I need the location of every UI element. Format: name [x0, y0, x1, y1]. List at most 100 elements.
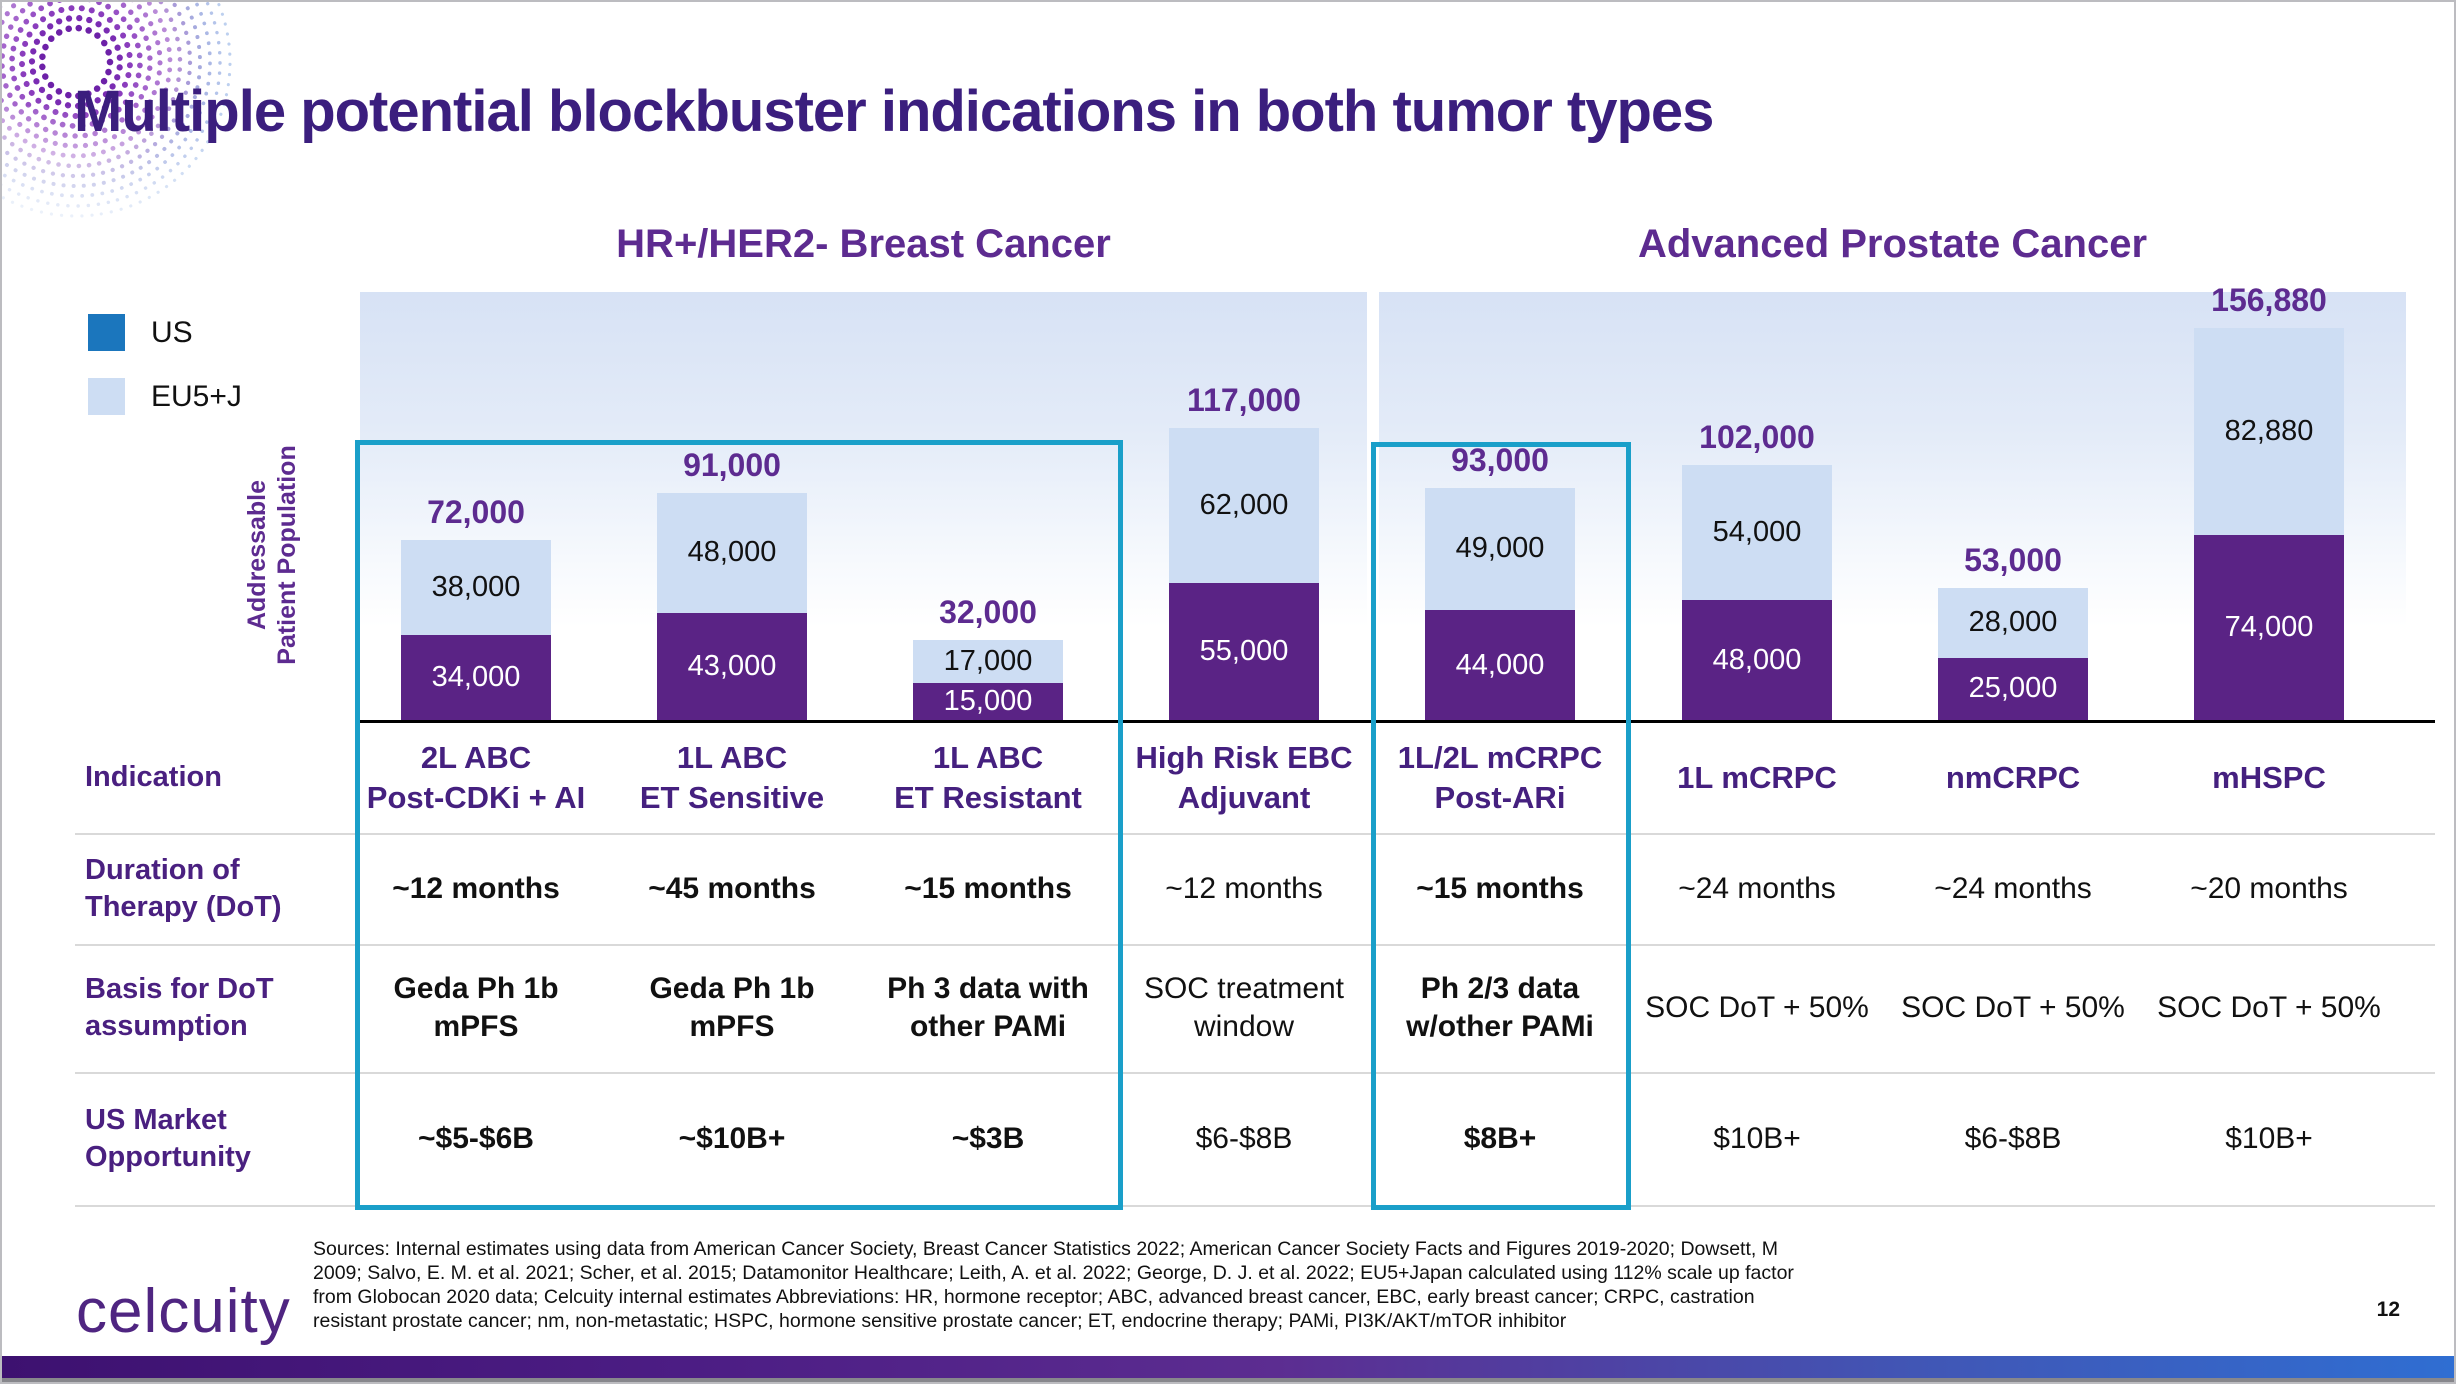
bar-segment-eu5j: 28,000	[1938, 587, 2088, 658]
table-cell: SOC DoT + 50%	[1901, 991, 2125, 1024]
dotted-swirl-decoration	[0, 0, 252, 242]
us-legend-swatch	[88, 314, 125, 351]
bar-segment-eu5j: 48,000	[657, 492, 807, 613]
section-header-breast-cancer: HR+/HER2- Breast Cancer	[616, 222, 1111, 266]
eu5j-value-label: 62,000	[1199, 488, 1289, 521]
table-row-label: US Market Opportunity	[85, 1103, 251, 1173]
table-row-divider	[75, 1205, 2435, 1207]
page-number: 12	[2376, 1298, 2400, 1321]
bar-segment-us: 44,000	[1425, 610, 1575, 720]
table-cell: High Risk EBC Adjuvant	[1135, 739, 1353, 815]
us-value-label: 25,000	[1968, 672, 2058, 705]
table-cell: Ph 2/3 data w/other PAMi	[1406, 972, 1594, 1043]
eu5j-value-label: 28,000	[1968, 606, 2058, 638]
table-cell: Geda Ph 1b mPFS	[649, 972, 815, 1043]
bar-segment-us: 74,000	[2194, 535, 2344, 720]
table-row-label: Basis for DoT assumption	[85, 973, 274, 1042]
bar-segment-eu5j: 54,000	[1682, 465, 1832, 600]
sources-line: resistant prostate cancer; nm, non-metas…	[313, 1310, 1567, 1332]
table-cell: $10B+	[1713, 1121, 1801, 1155]
table-cell: ~15 months	[904, 871, 1072, 905]
bar-segment-eu5j: 17,000	[913, 640, 1063, 683]
table-row-label: Duration of Therapy (DoT)	[85, 853, 282, 923]
table-cell: nmCRPC	[1945, 759, 2081, 795]
table-cell: SOC DoT + 50%	[2157, 991, 2381, 1024]
sources-text: Sources: Internal estimates using data f…	[313, 1237, 1794, 1333]
x-axis-line	[355, 720, 2435, 723]
table-cell: 1L ABC ET Resistant	[894, 739, 1082, 815]
table-row-divider	[75, 1072, 2435, 1074]
table-cell: ~20 months	[2190, 871, 2348, 905]
table-cell: $6-$8B	[1964, 1121, 2062, 1155]
eu5j-value-label: 38,000	[431, 571, 521, 603]
table-cell: $8B+	[1463, 1121, 1537, 1155]
table-row: US Market Opportunity ~$5-$6B ~$10B+ ~$3B $6-…	[0, 1072, 2456, 1205]
us-value-label: 44,000	[1455, 648, 1545, 681]
table-cell: ~$5-$6B	[418, 1121, 534, 1155]
table-cell: ~12 months	[392, 871, 560, 905]
table-cell: ~$3B	[951, 1121, 1025, 1155]
table-row: Indication 2L ABC Post-CDKi + AI 1L ABC ET S…	[0, 722, 2456, 833]
eu5j-value-label: 49,000	[1455, 532, 1545, 565]
bar-total-label: 102,000	[1699, 419, 1815, 455]
bar-total-label: 72,000	[427, 494, 525, 530]
table-cell: $6-$8B	[1195, 1121, 1293, 1155]
table-cell: Ph 3 data with other PAMi	[887, 972, 1089, 1043]
bar-segment-eu5j: 62,000	[1169, 427, 1319, 583]
table-cell: ~24 months	[1934, 871, 2092, 905]
table-cell: ~15 months	[1416, 871, 1584, 905]
bar-segment-us: 55,000	[1169, 582, 1319, 720]
page-title: Multiple potential blockbuster indicatio…	[74, 79, 1714, 144]
bar-segment-us: 43,000	[657, 612, 807, 720]
bar-segment-eu5j: 38,000	[401, 540, 551, 635]
table-cell: SOC DoT + 50%	[1645, 991, 1869, 1024]
bar-total-label: 93,000	[1451, 441, 1549, 478]
us-legend-label: US	[151, 315, 193, 349]
table-cell: mHSPC	[2212, 759, 2326, 795]
us-value-label: 74,000	[2224, 611, 2314, 643]
table-cell: 1L mCRPC	[1677, 759, 1837, 795]
eu5j-value-label: 48,000	[687, 536, 777, 568]
legend-item-eu5j: EU5+J	[88, 378, 242, 415]
table-row: Duration of Therapy (DoT) ~12 months ~45 mo…	[0, 833, 2456, 944]
bar-segment-eu5j: 49,000	[1425, 487, 1575, 610]
sources-line: from Globocan 2020 data; Celcuity intern…	[313, 1286, 1755, 1308]
bar-total-label: 32,000	[939, 594, 1037, 630]
table-row: Basis for DoT assumption Geda Ph 1b mPFS Ged…	[0, 944, 2456, 1072]
bar-segment-us: 25,000	[1938, 657, 2088, 720]
bar-total-label: 156,880	[2211, 281, 2327, 318]
us-value-label: 34,000	[431, 661, 521, 693]
us-value-label: 55,000	[1199, 634, 1289, 667]
legend-item-us: US	[88, 314, 242, 351]
y-axis-label: Addressable Patient Population	[243, 445, 301, 665]
table-cell: 1L/2L mCRPC Post-ARi	[1397, 739, 1603, 815]
table-cell: ~$10B+	[678, 1121, 786, 1155]
sources-line: 2009; Salvo, E. M. et al. 2021; Scher, e…	[313, 1262, 1794, 1284]
bottom-edge-strip	[0, 1378, 2456, 1384]
section-header-prostate-cancer: Advanced Prostate Cancer	[1637, 222, 2148, 266]
table-row-divider	[75, 833, 2435, 835]
us-value-label: 15,000	[943, 684, 1033, 717]
table-cell: ~12 months	[1165, 871, 1323, 905]
bar-total-label: 53,000	[1964, 541, 2062, 578]
table-cell: SOC treatment window	[1143, 972, 1345, 1043]
table-cell: $10B+	[2225, 1121, 2313, 1155]
bar-segment-us: 15,000	[913, 682, 1063, 720]
us-value-label: 43,000	[687, 649, 777, 682]
sources-line: Sources: Internal estimates using data f…	[313, 1238, 1778, 1260]
table-cell: Geda Ph 1b mPFS	[393, 972, 559, 1043]
us-value-label: 48,000	[1712, 643, 1802, 676]
table-cell: ~45 months	[648, 871, 816, 905]
eu5j-legend-label: EU5+J	[151, 379, 242, 413]
chart-legend: US EU5+J	[88, 314, 242, 442]
bar-total-label: 117,000	[1187, 381, 1301, 418]
table-row-label: Indication	[85, 761, 222, 793]
table-cell: 1L ABC ET Sensitive	[639, 739, 825, 815]
bar-total-label: 91,000	[683, 446, 781, 483]
eu5j-value-label: 82,880	[2224, 414, 2314, 447]
table-cell: ~24 months	[1678, 871, 1836, 905]
bar-segment-eu5j: 82,880	[2194, 327, 2344, 535]
celcuity-logo: celcuity	[76, 1277, 291, 1346]
eu5j-value-label: 54,000	[1712, 516, 1802, 548]
